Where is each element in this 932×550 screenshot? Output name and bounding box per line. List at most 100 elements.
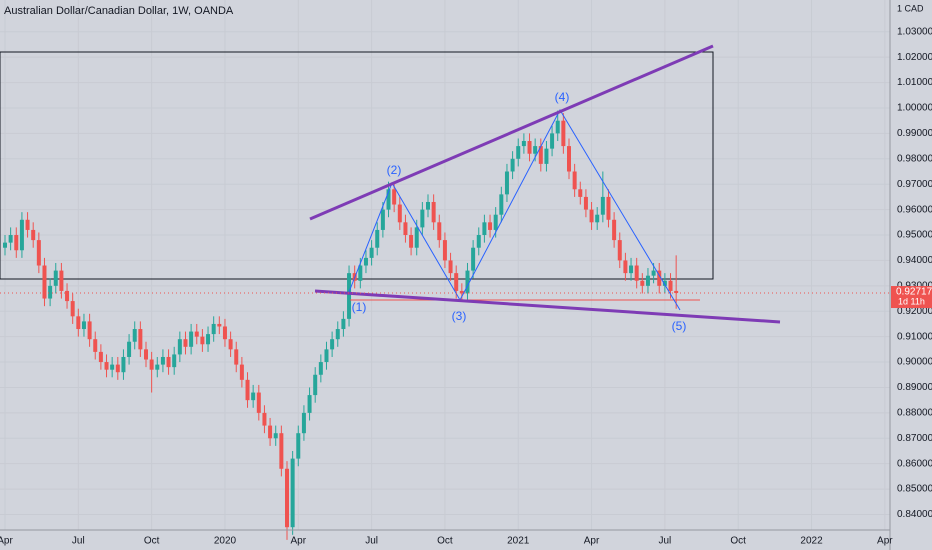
- candle-body: [488, 222, 493, 230]
- wave-label: (4): [555, 90, 570, 104]
- candle-body: [307, 395, 312, 413]
- candle-body: [273, 433, 278, 439]
- candle-body: [662, 280, 667, 286]
- y-tick-label: 0.96000: [897, 204, 932, 215]
- candle-body: [256, 392, 261, 413]
- candle-body: [183, 339, 188, 347]
- candle-body: [81, 321, 86, 330]
- candle-body: [420, 209, 425, 228]
- candle-body: [544, 148, 549, 164]
- candle-body: [386, 189, 391, 210]
- candle-body: [211, 323, 216, 335]
- candle-body: [476, 235, 481, 248]
- candle-body: [482, 222, 487, 236]
- candle-body: [437, 222, 442, 241]
- candle-body: [465, 270, 470, 294]
- y-tick-label: 0.91000: [897, 331, 932, 342]
- candle-body: [194, 331, 199, 337]
- candle-body: [589, 209, 594, 223]
- candle-body: [115, 364, 120, 373]
- candle-body: [189, 331, 194, 347]
- candle-body: [177, 339, 182, 355]
- candle-body: [200, 336, 205, 345]
- candle-body: [121, 356, 126, 373]
- candle-body: [595, 214, 600, 223]
- y-tick-label: 0.97000: [897, 179, 932, 190]
- candle-body: [324, 349, 329, 363]
- candle-body: [617, 240, 622, 261]
- candle-body: [341, 318, 346, 330]
- y-tick-label: 0.94000: [897, 255, 932, 266]
- candle-body: [285, 468, 289, 528]
- y-tick-label: 0.92000: [897, 306, 932, 317]
- candle-body: [555, 120, 560, 134]
- candle-body: [538, 146, 543, 164]
- candle-body: [668, 280, 673, 291]
- candle-body: [504, 171, 509, 195]
- candle-body: [59, 270, 64, 291]
- candle-body: [380, 209, 385, 230]
- candle-body: [629, 265, 634, 274]
- y-tick-label: 0.88000: [897, 408, 932, 419]
- candle-body: [409, 235, 414, 248]
- price-tag: [891, 286, 932, 309]
- candle-body: [454, 273, 459, 291]
- x-tick-label: Apr: [584, 536, 600, 547]
- candle-body: [104, 362, 109, 370]
- candle-body: [234, 349, 239, 365]
- candle-body: [516, 146, 521, 159]
- candle-body: [36, 240, 41, 266]
- candle-body: [375, 229, 380, 248]
- candle-body: [25, 219, 30, 230]
- candle-body: [127, 341, 132, 357]
- x-tick-label: Oct: [730, 536, 746, 547]
- candle-body: [206, 334, 211, 345]
- candle-body: [550, 133, 555, 149]
- x-tick-label: Oct: [144, 536, 160, 547]
- candle-body: [493, 214, 498, 230]
- candle-body: [98, 351, 103, 363]
- candle-body: [403, 222, 408, 236]
- candle-body: [296, 433, 301, 459]
- candle-body: [132, 329, 137, 342]
- y-tick-label: 0.89000: [897, 382, 932, 393]
- y-tick-label: 0.87000: [897, 433, 932, 444]
- last-price: 0.92717: [896, 287, 932, 298]
- y-tick-label: 1.01000: [897, 77, 932, 88]
- candle-body: [228, 339, 233, 350]
- candle-body: [245, 379, 250, 401]
- candle-body: [222, 326, 227, 340]
- candle-body: [414, 227, 419, 248]
- candle-body: [76, 316, 81, 330]
- x-tick-label: Jul: [365, 536, 378, 547]
- candle-body: [459, 290, 464, 294]
- wave-label: (3): [452, 309, 467, 323]
- y-tick-label: 1.02000: [897, 52, 932, 63]
- x-tick-label: 2020: [214, 536, 237, 547]
- candle-body: [533, 146, 538, 154]
- candle-body: [583, 196, 588, 210]
- candle-body: [335, 329, 340, 340]
- candle-body: [3, 242, 7, 248]
- candle-body: [651, 270, 656, 276]
- candle-body: [262, 412, 267, 426]
- candle-body: [48, 285, 53, 299]
- candle-body: [251, 392, 256, 401]
- candle-body: [53, 270, 58, 286]
- candle-body: [578, 189, 583, 197]
- y-tick-label: 1.00000: [897, 103, 932, 114]
- candle-body: [431, 201, 436, 223]
- wave-label: (2): [387, 163, 402, 177]
- candle-body: [138, 329, 143, 350]
- candle-body: [347, 273, 352, 319]
- candle-body: [87, 321, 92, 340]
- countdown: 1d 11h: [898, 296, 925, 306]
- x-tick-label: Apr: [0, 536, 13, 547]
- candle-body: [471, 247, 476, 271]
- candle-body: [19, 219, 24, 251]
- candle-body: [369, 247, 374, 258]
- candle-body: [65, 290, 70, 302]
- candle-body: [426, 201, 430, 210]
- candle-body: [561, 120, 566, 147]
